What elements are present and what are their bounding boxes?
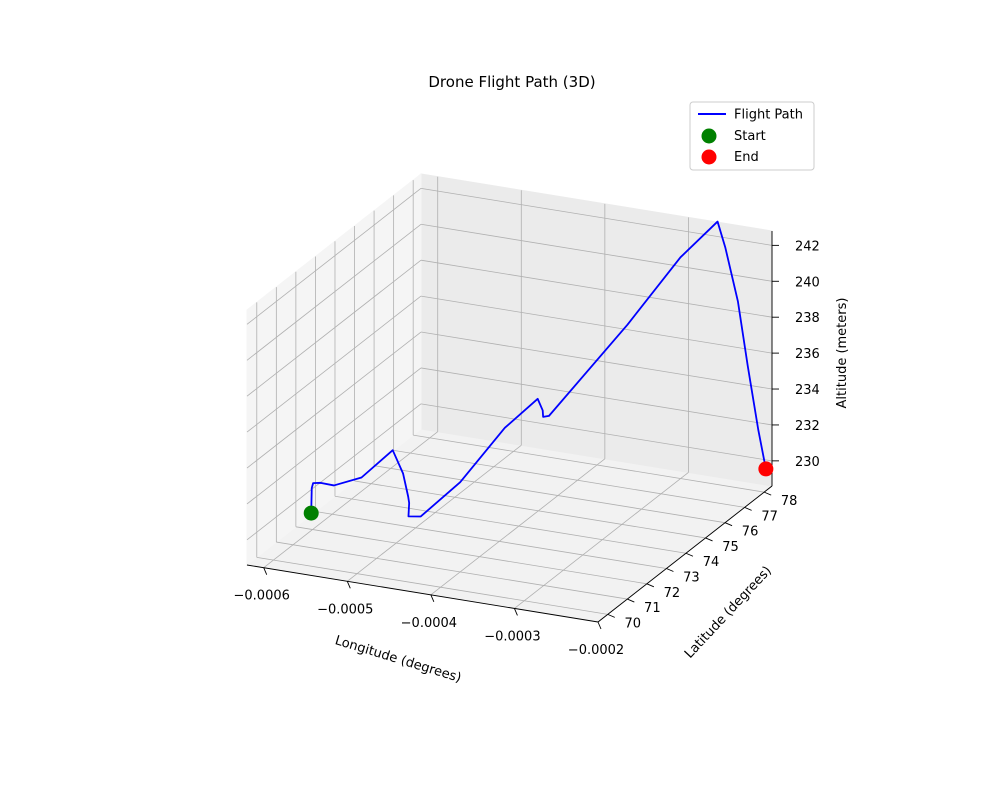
legend-start-swatch	[701, 128, 717, 144]
legend-label-flight-path: Flight Path	[734, 108, 803, 123]
x-axis-label: Longitude (degrees)	[333, 633, 463, 686]
tick-mark	[263, 567, 268, 575]
tick-mark	[646, 583, 655, 588]
legend-label-end: End	[734, 150, 759, 165]
tick-mark	[685, 552, 694, 557]
tick-mark	[764, 491, 772, 496]
grid-line	[420, 187, 773, 246]
grid-lines	[246, 176, 773, 623]
z-tick-label: 242	[795, 239, 820, 254]
grid-line	[420, 259, 773, 318]
tick-mark	[346, 581, 351, 589]
grid-line	[246, 295, 422, 433]
y-tick-label: 75	[722, 540, 739, 555]
y-tick-label: 76	[742, 525, 759, 540]
tick-mark	[666, 568, 674, 572]
plot-area	[303, 220, 774, 521]
z-tick-label: 232	[795, 419, 820, 434]
x-tick-label: −0.0005	[317, 602, 373, 617]
y-tick-label: 72	[664, 586, 681, 601]
chart-title: Drone Flight Path (3D)	[428, 73, 595, 91]
tick-mark	[597, 621, 602, 630]
legend-end-swatch	[701, 149, 717, 165]
axis-panes	[245, 172, 774, 623]
y-tick-label: 71	[644, 601, 661, 616]
grid-line	[295, 526, 647, 585]
tick-mark	[607, 613, 615, 618]
tick-mark	[705, 537, 713, 542]
y-tick-label: 73	[683, 571, 700, 586]
end-marker	[758, 461, 774, 477]
legend-box	[689, 101, 815, 171]
grid-line	[315, 511, 667, 569]
grid-line	[276, 541, 628, 600]
grid-line	[413, 434, 765, 493]
tick-labels: −0.0006−0.0005−0.0004−0.0003−0.000270717…	[234, 239, 820, 658]
tick-mark	[627, 598, 635, 603]
grid-line	[246, 367, 422, 505]
tick-mark	[514, 608, 518, 616]
tick-mark	[430, 594, 435, 603]
x-tick-label: −0.0003	[484, 629, 540, 644]
x-axis-line	[246, 564, 599, 623]
grid-line	[246, 403, 422, 541]
grid-line	[354, 480, 706, 539]
x-tick-label: −0.0006	[234, 589, 290, 604]
z-tick-label: 236	[795, 347, 820, 362]
y-axis-line	[597, 485, 773, 623]
grid-line	[420, 295, 773, 354]
grid-line	[420, 367, 773, 426]
side-pane	[246, 172, 422, 567]
legend: Flight Path Start End	[689, 101, 815, 171]
grid-line	[393, 449, 745, 508]
grid-line	[334, 495, 687, 554]
z-tick-label: 238	[795, 311, 820, 326]
legend-label-start: Start	[734, 129, 766, 144]
grid-line	[256, 556, 608, 615]
z-tick-label: 234	[795, 383, 820, 398]
y-tick-label: 74	[703, 555, 720, 570]
z-tick-label: 240	[795, 275, 820, 290]
grid-line	[246, 331, 422, 469]
grid-line	[246, 223, 422, 361]
grid-line	[246, 259, 422, 397]
grid-line	[420, 223, 773, 282]
z-axis-label: Altitude (meters)	[835, 298, 850, 409]
z-tick-label: 230	[795, 455, 820, 470]
tick-mark	[744, 506, 752, 511]
tick-mark	[724, 522, 733, 527]
y-tick-label: 70	[625, 616, 642, 631]
x-tick-label: −0.0004	[401, 616, 457, 631]
axis-lines	[246, 231, 773, 623]
grid-line	[420, 403, 773, 462]
grid-line	[374, 465, 726, 524]
flight-path-line	[310, 220, 767, 518]
y-tick-label: 78	[781, 494, 798, 509]
start-marker	[303, 505, 319, 521]
x-tick-label: −0.0002	[568, 643, 624, 658]
y-tick-label: 77	[761, 509, 778, 524]
grid-line	[246, 188, 422, 325]
